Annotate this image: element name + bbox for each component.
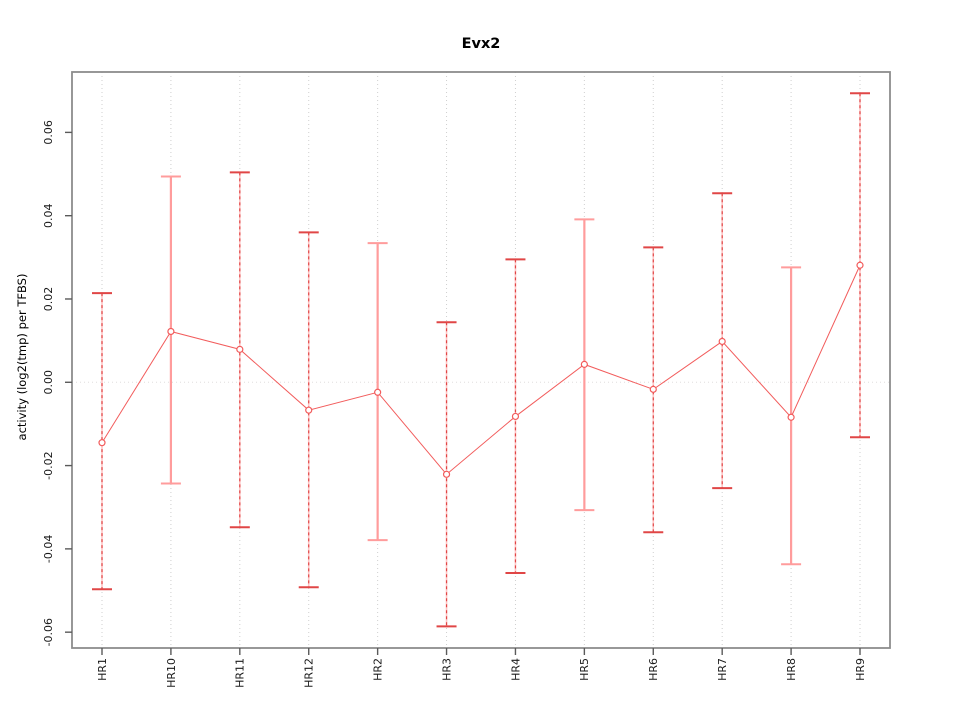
y-axis-tick-labels: -0.06 -0.04 -0.02 0.00 0.02 0.04 0.06: [42, 120, 55, 646]
svg-text:-0.04: -0.04: [42, 535, 55, 563]
svg-text:HR5: HR5: [578, 658, 591, 681]
svg-text:HR10: HR10: [165, 658, 178, 688]
svg-text:HR3: HR3: [440, 658, 453, 681]
svg-text:HR1: HR1: [96, 658, 109, 681]
gridlines: [101, 72, 861, 648]
svg-text:-0.06: -0.06: [42, 618, 55, 646]
axis-ticks: [65, 131, 861, 655]
svg-text:HR2: HR2: [371, 658, 384, 681]
svg-text:0.06: 0.06: [42, 120, 55, 145]
svg-text:HR8: HR8: [785, 658, 798, 681]
svg-text:HR6: HR6: [647, 658, 660, 681]
svg-text:HR12: HR12: [303, 658, 316, 688]
svg-text:HR11: HR11: [234, 658, 247, 688]
plot-border: [71, 71, 891, 649]
error-bars: [92, 92, 870, 628]
x-axis-tick-labels: HR1 HR10 HR11 HR12 HR2 HR3 HR4 HR5 HR6 HR7 HR8 HR9: [96, 658, 867, 688]
svg-text:HR9: HR9: [854, 658, 867, 681]
series-line: [101, 265, 861, 476]
svg-text:0.02: 0.02: [42, 287, 55, 312]
svg-text:0.04: 0.04: [42, 203, 55, 228]
svg-text:0.00: 0.00: [42, 370, 55, 395]
svg-text:HR7: HR7: [716, 658, 729, 681]
data-point-markers: [98, 261, 864, 478]
svg-text:HR4: HR4: [509, 658, 522, 681]
chart-title: Evx2: [461, 36, 501, 52]
svg-text:-0.02: -0.02: [42, 451, 55, 479]
